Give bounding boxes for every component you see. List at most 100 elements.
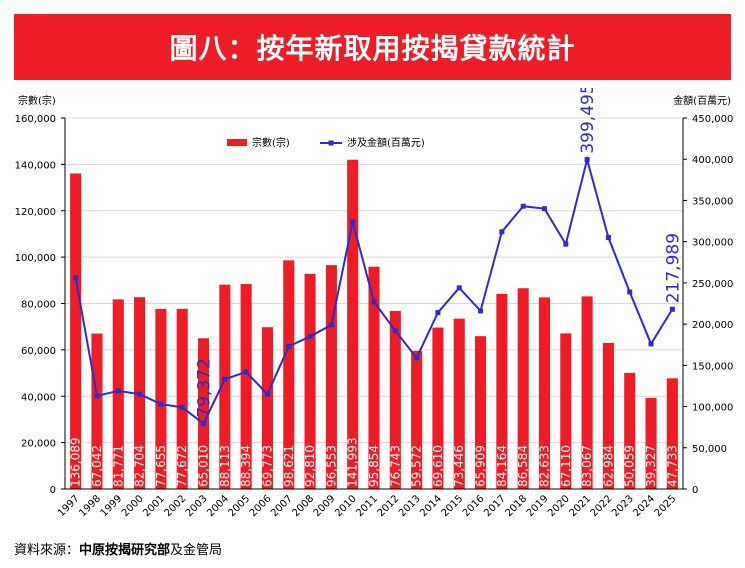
x-tick-label: 2013 (397, 493, 423, 519)
left-tick-label: 40,000 (21, 392, 56, 403)
x-tick-label: 2009 (312, 493, 338, 519)
bar-value-label: 86,584 (516, 445, 530, 487)
bar-value-label: 81,771 (111, 445, 125, 487)
legend-line-marker (328, 140, 334, 146)
bar-2025 (666, 378, 678, 489)
bar-value-label: 141,993 (346, 437, 360, 487)
bar-2003 (197, 338, 210, 489)
bar-2010 (347, 159, 359, 489)
bar-2018 (517, 288, 529, 489)
x-tick-label: 2007 (269, 493, 295, 519)
amount-annotation: 217,989 (663, 233, 683, 303)
bar-value-label: 77,672 (175, 445, 189, 487)
right-tick-label: 450,000 (692, 114, 733, 125)
amount-point (605, 235, 611, 241)
bar-2019 (538, 297, 551, 489)
bar-2006 (261, 327, 273, 489)
x-tick-label: 2020 (546, 493, 572, 519)
bar-value-label: 77,655 (154, 445, 168, 487)
amount-point (520, 203, 526, 209)
x-tick-label: 2017 (482, 493, 508, 519)
x-tick-label: 2019 (525, 493, 551, 519)
legend-bar-swatch (227, 139, 247, 146)
bar-value-label: 39,327 (644, 445, 658, 487)
right-axis-title: 金額(百萬元) (673, 94, 731, 107)
x-tick-label: 2025 (653, 493, 679, 519)
x-tick-label: 2011 (354, 493, 380, 519)
bar-value-label: 65,010 (197, 445, 211, 487)
amount-point (158, 401, 164, 407)
x-tick-label: 2004 (205, 493, 231, 519)
amount-point (94, 393, 100, 399)
amount-point (137, 391, 143, 397)
right-tick-label: 100,000 (692, 403, 733, 414)
amount-point (201, 421, 207, 427)
bar-2001 (155, 308, 167, 489)
right-tick-label: 400,000 (692, 155, 733, 166)
bar-2022 (602, 342, 614, 489)
bar-value-label: 92,810 (303, 445, 317, 487)
bar-1997 (70, 173, 82, 489)
left-tick-label: 100,000 (15, 253, 56, 264)
x-tick-label: 1997 (56, 493, 82, 519)
bar-2016 (475, 336, 487, 489)
bar-value-label: 82,633 (537, 445, 551, 487)
x-tick-label: 2015 (440, 493, 466, 519)
amount-annotation: 399,495 (578, 88, 598, 154)
x-tick-label: 2000 (120, 493, 146, 519)
right-tick-label: 350,000 (692, 196, 733, 207)
left-axis-title: 宗數(宗) (18, 94, 56, 107)
bar-2014 (432, 327, 444, 489)
x-tick-label: 2024 (631, 493, 657, 519)
bar-value-label: 96,553 (324, 445, 338, 487)
x-tick-label: 2012 (376, 493, 402, 519)
bar-2017 (496, 293, 508, 489)
bar-2012 (389, 311, 401, 489)
amount-point (179, 404, 185, 410)
bar-2020 (560, 333, 572, 489)
left-tick-label: 80,000 (21, 300, 56, 311)
amount-point (307, 333, 313, 339)
bar-2021 (581, 296, 593, 489)
chart-title: 圖八：按年新取用按揭貸款統計 (169, 32, 576, 65)
x-tick-label: 1999 (99, 493, 125, 519)
amount-point (541, 206, 547, 212)
amount-point (222, 376, 228, 382)
bar-2023 (624, 372, 636, 489)
bar-2002 (176, 308, 188, 489)
source-prefix: 資料來源： (14, 543, 80, 558)
source-note: 資料來源：中原按揭研究部及金管局 (14, 539, 222, 558)
amount-point (435, 310, 441, 316)
x-tick-label: 2003 (184, 493, 210, 519)
bar-value-label: 67,042 (90, 445, 104, 487)
source-suffix: 及金管局 (170, 543, 223, 558)
amount-annotation: 79,372 (195, 358, 215, 417)
amount-point (328, 322, 334, 328)
bar-2024 (645, 397, 657, 489)
legend-line-label: 涉及金額(百萬元) (347, 136, 425, 149)
source-name: 中原按揭研究部 (79, 543, 171, 558)
x-tick-label: 2006 (248, 493, 274, 519)
x-tick-label: 1998 (77, 493, 103, 519)
amount-point (414, 355, 420, 361)
amount-point (499, 229, 505, 235)
bar-value-label: 47,733 (665, 445, 679, 487)
x-tick-label: 2014 (418, 493, 444, 519)
bar-value-label: 82,704 (133, 445, 147, 487)
legend-bar-label: 宗數(宗) (252, 136, 290, 149)
amount-point (350, 219, 356, 225)
amount-point (371, 299, 377, 305)
amount-point (392, 328, 398, 334)
bar-2011 (368, 266, 380, 489)
x-tick-label: 2010 (333, 493, 359, 519)
amount-point (478, 308, 484, 314)
bar-value-label: 67,110 (559, 445, 573, 487)
bar-value-label: 95,854 (367, 445, 381, 487)
right-tick-label: 200,000 (692, 320, 733, 331)
bar-value-label: 69,610 (431, 445, 445, 487)
bar-2007 (283, 260, 295, 489)
amount-point (584, 157, 590, 163)
bar-value-label: 50,059 (623, 445, 637, 487)
x-tick-label: 2008 (290, 493, 316, 519)
x-tick-label: 2016 (461, 493, 487, 519)
